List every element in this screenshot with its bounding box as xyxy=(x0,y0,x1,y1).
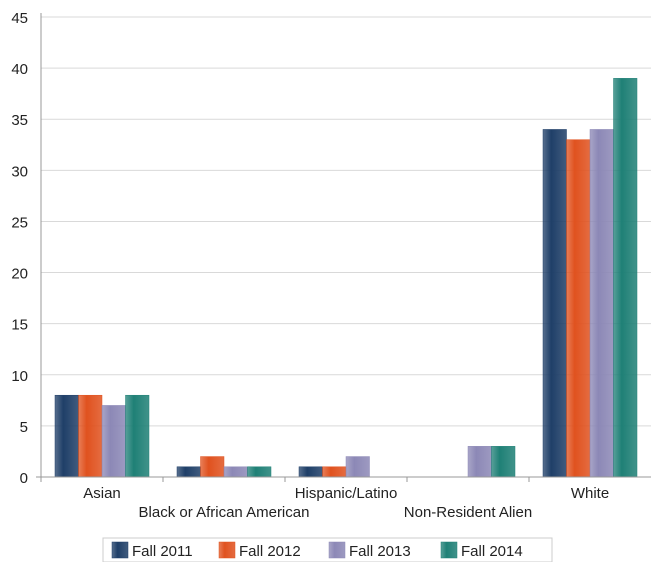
legend-label: Fall 2012 xyxy=(239,543,301,560)
bar-fall-2012 xyxy=(322,466,347,478)
bar-fall-2013 xyxy=(589,129,614,478)
bar-fall-2013 xyxy=(223,466,248,478)
y-tick-label: 40 xyxy=(11,61,28,78)
y-axis: 0 5 10 15 20 25 30 35 40 45 xyxy=(11,10,42,487)
x-axis: Asian Black or African American Hispanic/L… xyxy=(36,476,651,521)
legend-label: Fall 2014 xyxy=(461,543,523,560)
bar-fall-2013 xyxy=(345,456,370,478)
legend: Fall 2011 Fall 2012 Fall 2013 Fall 2014 xyxy=(102,537,553,562)
bars xyxy=(54,78,638,478)
bar-fall-2011 xyxy=(54,394,79,478)
bar-fall-2014 xyxy=(491,446,516,478)
y-tick-label: 35 xyxy=(11,112,28,129)
x-tick-label: Non-Resident Alien xyxy=(404,504,532,521)
x-tick-label: White xyxy=(571,485,609,502)
x-tick-label: Hispanic/Latino xyxy=(295,485,398,502)
y-tick-label: 10 xyxy=(11,368,28,385)
legend-swatch xyxy=(111,541,129,559)
bar-fall-2011 xyxy=(176,466,201,478)
y-tick-label: 45 xyxy=(11,10,28,27)
gridlines xyxy=(41,16,651,427)
bar-fall-2011 xyxy=(542,129,567,478)
legend-swatch xyxy=(328,541,346,559)
bar-fall-2013 xyxy=(101,405,126,478)
bar-fall-2012 xyxy=(200,456,225,478)
legend-swatch xyxy=(440,541,458,559)
x-tick-label: Asian xyxy=(83,485,121,502)
y-tick-label: 0 xyxy=(20,470,28,487)
y-tick-label: 20 xyxy=(11,266,28,283)
x-tick-label: Black or African American xyxy=(139,504,310,521)
bar-fall-2014 xyxy=(125,394,150,478)
bar-fall-2012 xyxy=(78,394,103,478)
bar-fall-2011 xyxy=(298,466,323,478)
y-tick-label: 5 xyxy=(20,419,28,436)
bar-fall-2013 xyxy=(467,446,492,478)
bar-fall-2014 xyxy=(613,78,638,478)
legend-box xyxy=(102,537,553,562)
bar-fall-2012 xyxy=(566,139,591,478)
y-tick-label: 30 xyxy=(11,163,28,180)
y-tick-label: 15 xyxy=(11,317,28,334)
y-tick-label: 25 xyxy=(11,214,28,231)
legend-label: Fall 2011 xyxy=(132,543,193,560)
legend-label: Fall 2013 xyxy=(349,543,411,560)
bar-fall-2014 xyxy=(247,466,272,478)
legend-swatch xyxy=(218,541,236,559)
